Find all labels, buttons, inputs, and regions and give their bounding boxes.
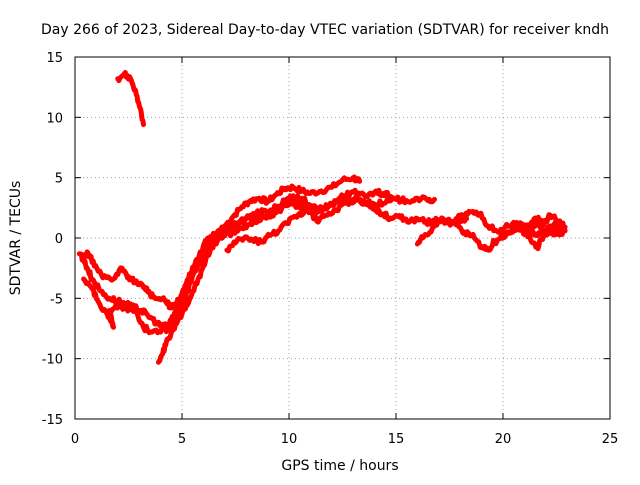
series-arc-6	[224, 210, 307, 254]
x-tick-label: 25	[602, 432, 619, 447]
y-tick-label: 10	[46, 111, 63, 126]
y-axis-label: SDTVAR / TECUs	[8, 181, 24, 296]
series-layer	[76, 70, 568, 365]
x-tick-label: 5	[178, 432, 186, 447]
y-tick-label: 15	[46, 51, 63, 66]
y-tick-label: 5	[55, 172, 63, 187]
x-axis-label: GPS time / hours	[281, 458, 398, 474]
y-tick-label: 0	[55, 232, 63, 247]
y-tick-label: -15	[42, 413, 63, 428]
x-tick-label: 15	[388, 432, 405, 447]
series-arc-5	[156, 194, 470, 365]
series-arc-8	[453, 208, 568, 235]
series-arc-9	[498, 212, 568, 252]
x-tick-label: 0	[71, 432, 79, 447]
tick-layer: 0 5 10 15 20 25 -15 -10 -5 0 5 10 15	[42, 51, 619, 447]
series-arc-1	[115, 70, 146, 128]
series-arc-7	[414, 216, 566, 253]
chart-title: Day 266 of 2023, Sidereal Day-to-day VTE…	[41, 22, 609, 38]
x-tick-label: 20	[495, 432, 512, 447]
y-tick-label: -10	[42, 353, 63, 368]
y-tick-label: -5	[50, 292, 63, 307]
x-tick-label: 10	[281, 432, 298, 447]
